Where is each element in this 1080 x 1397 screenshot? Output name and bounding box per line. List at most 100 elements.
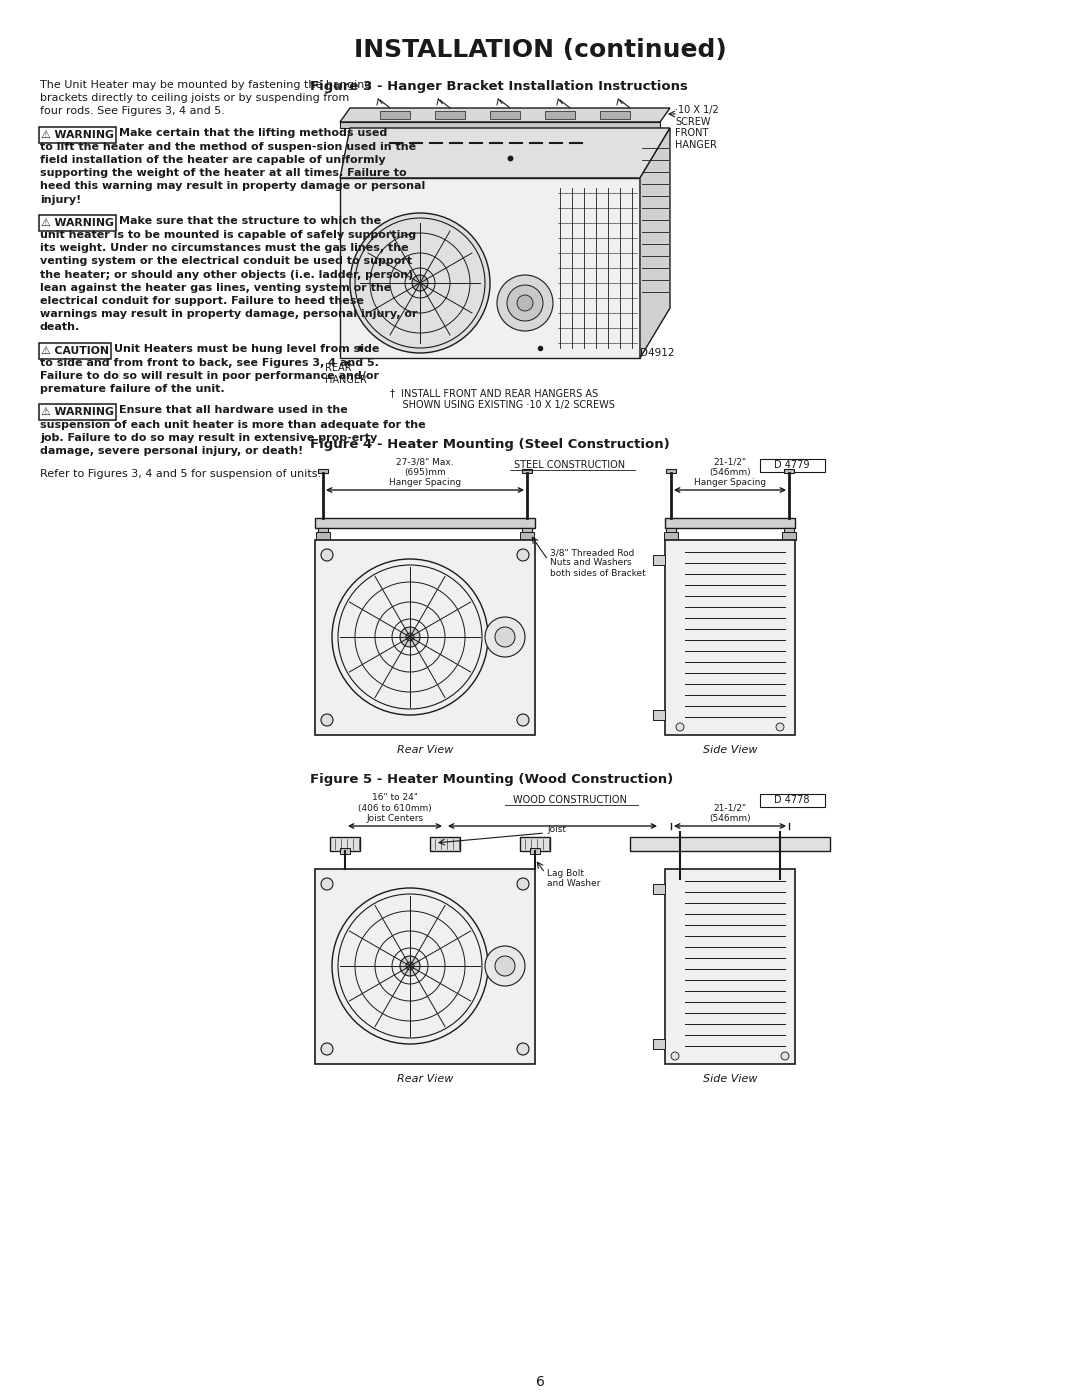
Circle shape — [777, 724, 784, 731]
Text: to side and from front to back, see Figures 3, 4 and 5.: to side and from front to back, see Figu… — [40, 358, 379, 367]
Text: injury!: injury! — [40, 194, 81, 204]
Circle shape — [485, 946, 525, 986]
Text: ·10 X 1/2
SCREW
FRONT
HANGER: ·10 X 1/2 SCREW FRONT HANGER — [675, 105, 719, 149]
Circle shape — [406, 633, 414, 641]
Text: Ensure that all hardware used in the: Ensure that all hardware used in the — [119, 405, 348, 415]
Bar — [665, 541, 795, 735]
Bar — [630, 837, 831, 851]
Bar — [315, 541, 535, 735]
Bar — [664, 532, 678, 541]
Text: field installation of the heater are capable of uniformly: field installation of the heater are cap… — [40, 155, 386, 165]
Bar — [666, 528, 676, 532]
Circle shape — [321, 714, 333, 726]
Bar — [665, 518, 795, 528]
Text: premature failure of the unit.: premature failure of the unit. — [40, 384, 225, 394]
Text: ⚠ CAUTION: ⚠ CAUTION — [41, 345, 109, 356]
Bar — [653, 884, 665, 894]
Bar — [530, 848, 540, 854]
Text: its weight. Under no circumstances must the gas lines, the: its weight. Under no circumstances must … — [40, 243, 408, 253]
Text: venting system or the electrical conduit be used to support: venting system or the electrical conduit… — [40, 257, 413, 267]
Text: WOOD CONSTRUCTION: WOOD CONSTRUCTION — [513, 795, 626, 805]
Text: Make certain that the lifting methods used: Make certain that the lifting methods us… — [119, 127, 388, 137]
Text: the heater; or should any other objects (i.e. ladder, person): the heater; or should any other objects … — [40, 270, 414, 279]
Text: †  INSTALL FRONT AND REAR HANGERS AS
    SHOWN USING EXISTING ·10 X 1/2 SCREWS: † INSTALL FRONT AND REAR HANGERS AS SHOW… — [390, 388, 615, 409]
Polygon shape — [380, 110, 410, 119]
Polygon shape — [340, 122, 660, 129]
Circle shape — [332, 559, 488, 715]
Circle shape — [517, 877, 529, 890]
Text: INSTALLATION (continued): INSTALLATION (continued) — [353, 38, 727, 61]
Text: to lift the heater and the method of suspen-sion used in the: to lift the heater and the method of sus… — [40, 142, 416, 152]
Circle shape — [507, 285, 543, 321]
Text: 27-3/8" Max.
(695)mm
Hanger Spacing: 27-3/8" Max. (695)mm Hanger Spacing — [389, 457, 461, 488]
Text: The Unit Heater may be mounted by fastening the hanging: The Unit Heater may be mounted by fasten… — [40, 80, 372, 89]
Text: supporting the weight of the heater at all times. Failure to: supporting the weight of the heater at a… — [40, 168, 407, 179]
Bar — [315, 518, 535, 528]
Text: Lag Bolt
and Washer: Lag Bolt and Washer — [546, 869, 600, 888]
Text: 21-1/2"
(546mm): 21-1/2" (546mm) — [710, 803, 751, 823]
Text: Side View: Side View — [703, 745, 757, 754]
Text: Joist: Joist — [546, 824, 566, 834]
Text: D 4779: D 4779 — [774, 460, 810, 469]
Polygon shape — [640, 129, 670, 358]
Text: Refer to Figures 3, 4 and 5 for suspension of units.: Refer to Figures 3, 4 and 5 for suspensi… — [40, 469, 321, 479]
Bar — [430, 837, 460, 851]
Bar — [760, 793, 825, 807]
Polygon shape — [490, 110, 519, 119]
Polygon shape — [435, 110, 465, 119]
Text: damage, severe personal injury, or death!: damage, severe personal injury, or death… — [40, 446, 303, 455]
Polygon shape — [340, 129, 670, 177]
Circle shape — [495, 956, 515, 977]
Text: Side View: Side View — [703, 1074, 757, 1084]
Text: job. Failure to do so may result in extensive prop-erty: job. Failure to do so may result in exte… — [40, 433, 377, 443]
Bar — [784, 469, 794, 474]
Bar — [318, 528, 328, 532]
Text: Rear View: Rear View — [396, 1074, 454, 1084]
FancyBboxPatch shape — [39, 215, 116, 231]
Text: 16" to 24"
(406 to 610mm)
Joist Centers: 16" to 24" (406 to 610mm) Joist Centers — [359, 793, 432, 823]
Circle shape — [676, 724, 684, 731]
Polygon shape — [340, 177, 640, 358]
Circle shape — [517, 714, 529, 726]
Bar — [653, 555, 665, 564]
Text: 6: 6 — [536, 1375, 544, 1389]
Bar — [315, 869, 535, 1065]
Bar — [666, 469, 676, 474]
Polygon shape — [600, 110, 630, 119]
Text: unit heater is to be mounted is capable of safely supporting: unit heater is to be mounted is capable … — [40, 231, 416, 240]
Circle shape — [485, 617, 525, 657]
Circle shape — [517, 549, 529, 562]
Bar — [340, 848, 350, 854]
Bar — [782, 532, 796, 541]
Circle shape — [321, 877, 333, 890]
Text: D4912: D4912 — [640, 348, 675, 358]
Bar — [318, 469, 328, 474]
Bar — [316, 532, 330, 541]
Text: STEEL CONSTRUCTION: STEEL CONSTRUCTION — [514, 460, 625, 469]
Text: electrical conduit for support. Failure to heed these: electrical conduit for support. Failure … — [40, 296, 364, 306]
FancyBboxPatch shape — [39, 342, 111, 359]
Text: ⚠ WARNING: ⚠ WARNING — [41, 218, 113, 228]
Circle shape — [321, 1044, 333, 1055]
Text: 21-1/2"
(546mm)
Hanger Spacing: 21-1/2" (546mm) Hanger Spacing — [694, 457, 766, 488]
Text: brackets directly to ceiling joists or by suspending from: brackets directly to ceiling joists or b… — [40, 94, 349, 103]
Text: Figure 5 - Heater Mounting (Wood Construction): Figure 5 - Heater Mounting (Wood Constru… — [310, 773, 673, 787]
Text: death.: death. — [40, 323, 80, 332]
Text: Make sure that the structure to which the: Make sure that the structure to which th… — [119, 215, 381, 226]
Circle shape — [497, 275, 553, 331]
Text: REAR
HANGER: REAR HANGER — [325, 363, 367, 384]
Circle shape — [332, 888, 488, 1044]
FancyBboxPatch shape — [39, 404, 116, 420]
Bar — [522, 528, 532, 532]
Bar — [522, 469, 532, 474]
Bar — [760, 460, 825, 472]
Text: Unit Heaters must be hung level from side: Unit Heaters must be hung level from sid… — [114, 344, 379, 353]
Text: D 4778: D 4778 — [774, 795, 810, 805]
Text: 3/8" Threaded Rod
Nuts and Washers
both sides of Bracket: 3/8" Threaded Rod Nuts and Washers both … — [550, 548, 646, 578]
FancyBboxPatch shape — [39, 127, 116, 142]
Bar — [330, 837, 360, 851]
Circle shape — [495, 627, 515, 647]
Circle shape — [411, 275, 428, 291]
Text: Rear View: Rear View — [396, 745, 454, 754]
Text: Figure 3 - Hanger Bracket Installation Instructions: Figure 3 - Hanger Bracket Installation I… — [310, 80, 688, 94]
